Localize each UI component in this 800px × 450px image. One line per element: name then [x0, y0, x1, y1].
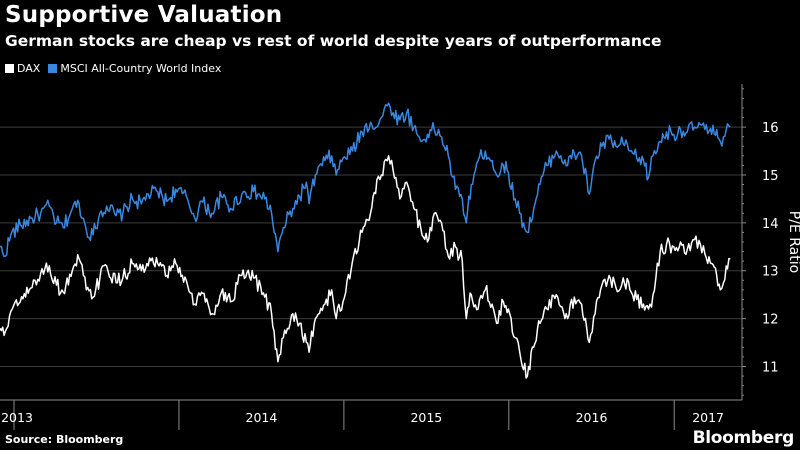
series-line-msci: [0, 102, 731, 258]
x-axis: 2013 2014 2015 2016 2017: [0, 399, 742, 430]
legend-swatch-dax: [5, 64, 14, 73]
y-tick-label: 15: [762, 169, 779, 184]
chart-legend: DAX MSCI All-Country World Index: [5, 62, 221, 75]
legend-item-dax: DAX: [5, 62, 40, 75]
y-tick-label: 11: [762, 360, 779, 375]
x-tick-label: 2015: [410, 410, 442, 425]
legend-label-dax: DAX: [17, 62, 41, 75]
y-tick-label: 12: [762, 313, 779, 328]
series-lines: [0, 102, 731, 379]
y-tick-label: 14: [762, 217, 779, 232]
y-tick-label: 16: [762, 121, 779, 136]
legend-label-msci: MSCI All-Country World Index: [60, 62, 222, 75]
y-axis: 11 12 13 14 15 16 P/E Ratio: [741, 84, 800, 400]
chart-title: Supportive Valuation: [5, 2, 283, 28]
gridlines: [0, 126, 742, 367]
x-tick-label: 2016: [576, 410, 608, 425]
series-line-dax: [0, 155, 731, 379]
legend-item-msci: MSCI All-Country World Index: [48, 62, 221, 75]
x-tick-label: 2013: [1, 410, 33, 425]
x-tick-label: 2017: [692, 410, 724, 425]
legend-swatch-msci: [48, 64, 58, 73]
y-tick-label: 13: [762, 265, 779, 280]
bloomberg-logo: Bloomberg: [692, 428, 795, 448]
source-note: Source: Bloomberg: [5, 433, 124, 446]
chart-subtitle: German stocks are cheap vs rest of world…: [5, 32, 662, 50]
y-axis-label: P/E Ratio: [786, 211, 800, 273]
x-tick-label: 2014: [246, 410, 278, 425]
